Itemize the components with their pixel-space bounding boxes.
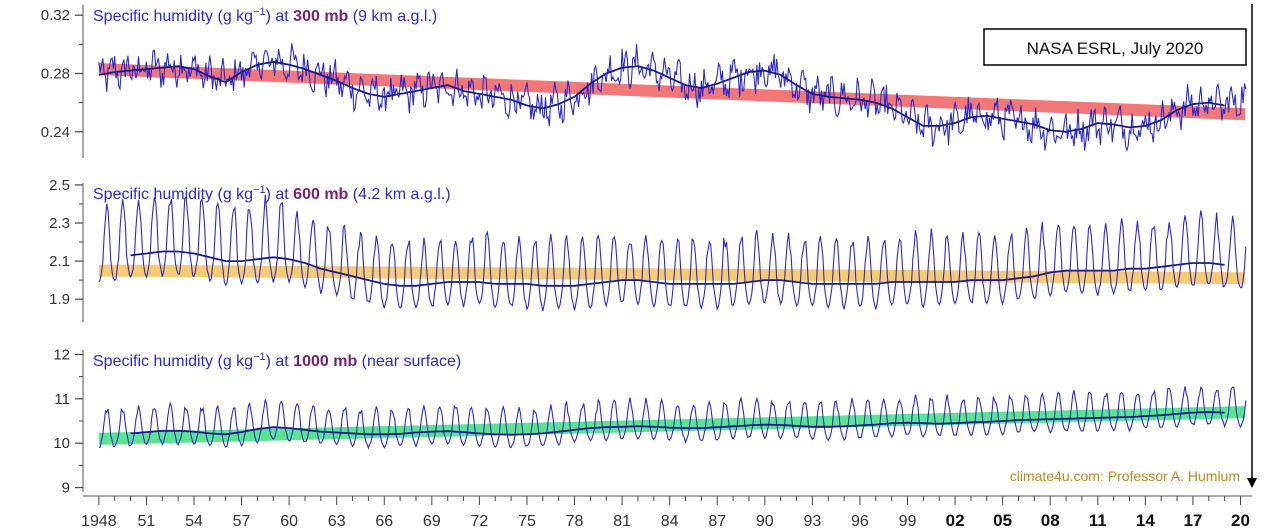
x-tick-label: 08 [1041, 511, 1060, 530]
title-superscript: −1 [253, 351, 266, 363]
y-tick-label: 12 [53, 346, 70, 363]
y-tick-label: 2.5 [49, 177, 70, 194]
y-tick-label: 0.32 [41, 7, 70, 24]
smoothed-series-line [98, 60, 1225, 133]
panel-2: 1.9 2.1 2.3 2.5 Specific humidity (g kg−1) a… [49, 177, 1247, 322]
x-tick-label: 51 [138, 513, 156, 530]
source-label: NASA ESRL, July 2020 [1027, 39, 1204, 58]
credit-label: climate4u.com: Professor A. Humlum [1010, 468, 1240, 484]
x-tick-label: 1948 [81, 513, 117, 530]
x-tick-label: 84 [661, 513, 679, 530]
title-prefix: Specific humidity (g kg [93, 186, 253, 203]
panel-title: Specific humidity (g kg−1) at 1000 mb (n… [93, 351, 461, 370]
y-tick-label: 0.24 [41, 124, 70, 141]
source-box-group: NASA ESRL, July 2020 [983, 28, 1247, 66]
x-tick-label: 14 [1136, 511, 1155, 530]
title-suffix: (9 km a.g.l.) [348, 8, 437, 25]
x-tick-label: 66 [375, 513, 393, 530]
x-tick-label: 72 [471, 513, 489, 530]
title-mid: ) at [266, 353, 294, 370]
title-level: 600 mb [293, 186, 348, 203]
panel-title: Specific humidity (g kg−1) at 300 mb (9 … [93, 6, 437, 25]
x-tick-label: 20 [1231, 511, 1250, 530]
x-tick-label: 17 [1183, 511, 1202, 530]
y-tick-label: 1.9 [49, 291, 70, 308]
panel-title: Specific humidity (g kg−1) at 600 mb (4.… [93, 184, 451, 203]
y-tick-label: 11 [54, 391, 70, 408]
monthly-series-line [98, 385, 1247, 450]
title-prefix: Specific humidity (g kg [93, 353, 253, 370]
panel-3: 9 10 11 12 Specific humidity (g kg−1) at 100… [53, 346, 1247, 497]
x-tick-label: 57 [233, 513, 251, 530]
title-suffix: (near surface) [357, 353, 461, 370]
right-frame [1247, 4, 1257, 488]
panel-1: 0.24 0.28 0.32 Specific humidity (g kg−1) a… [41, 5, 1247, 158]
x-tick-label: 99 [899, 513, 917, 530]
x-tick-label: 63 [328, 513, 346, 530]
title-level: 300 mb [293, 8, 348, 25]
x-tick-label: 90 [756, 513, 774, 530]
x-tick-label: 69 [423, 513, 441, 530]
x-tick-label: 05 [993, 511, 1012, 530]
x-tick-label: 81 [613, 513, 631, 530]
title-level: 1000 mb [293, 353, 357, 370]
x-tick-label: 78 [566, 513, 584, 530]
source-box [983, 28, 1247, 66]
end-arrow-icon [1247, 478, 1257, 488]
x-tick-label: 93 [803, 513, 821, 530]
title-suffix: (4.2 km a.g.l.) [348, 186, 450, 203]
x-axis: 1948 51 54 57 60 63 66 69 72 75 78 81 84 87 90 93 96 99 02… [81, 495, 1252, 530]
y-tick-label: 9 [62, 480, 70, 497]
title-prefix: Specific humidity (g kg [93, 8, 253, 25]
smoothed-series-line [130, 411, 1225, 436]
x-tick-label: 75 [518, 513, 536, 530]
title-mid: ) at [266, 8, 294, 25]
monthly-series-line [98, 194, 1247, 312]
y-tick-label: 0.28 [41, 65, 70, 82]
title-mid: ) at [266, 186, 294, 203]
x-tick-label: 87 [708, 513, 726, 530]
y-tick-label: 10 [53, 435, 70, 452]
y-tick-label: 2.1 [49, 253, 70, 270]
x-tick-label: 02 [946, 511, 965, 530]
smoothed-series-line [130, 250, 1225, 287]
title-superscript: −1 [253, 6, 266, 18]
y-tick-label: 2.3 [49, 215, 70, 232]
x-tick-label: 11 [1089, 511, 1107, 530]
panels-group: 0.240.280.32 Specific humidity (g kg−1) a… [41, 5, 1247, 497]
x-tick-label: 96 [851, 513, 869, 530]
title-superscript: −1 [253, 184, 266, 196]
x-tick-label: 54 [185, 513, 203, 530]
x-tick-label: 60 [280, 513, 298, 530]
trend-band [98, 63, 1246, 121]
